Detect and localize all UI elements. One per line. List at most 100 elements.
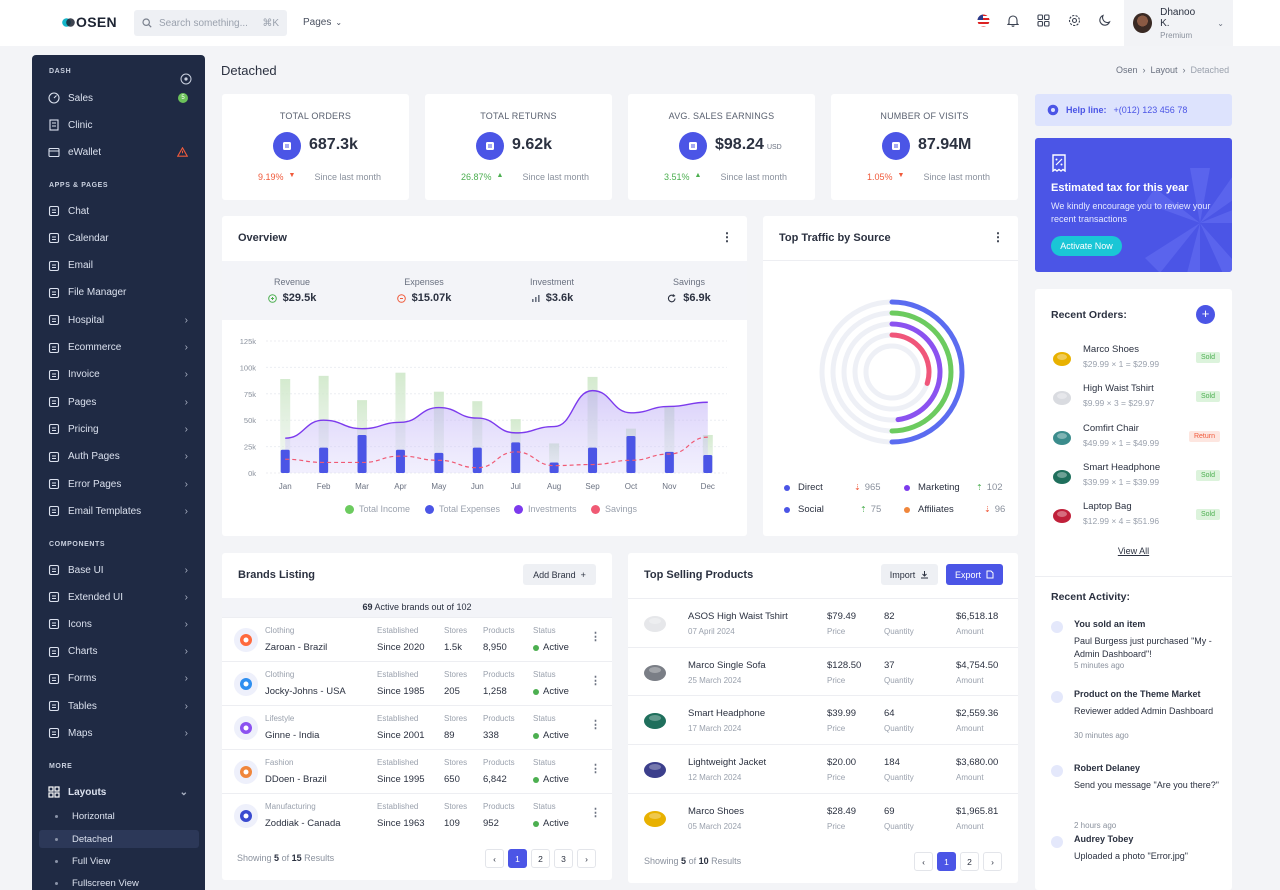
help-line[interactable]: Help line: +(012) 123 456 78	[1035, 94, 1232, 126]
legend-investments[interactable]: Investments	[514, 504, 577, 514]
ring-arc[interactable]	[889, 332, 932, 386]
bell-icon[interactable]	[1007, 14, 1019, 27]
apps-grid-icon[interactable]	[1037, 14, 1050, 27]
bar-total-expenses[interactable]	[434, 452, 444, 473]
ring-arc[interactable]	[889, 321, 943, 423]
table-row[interactable]: Manufacturing Zoddiak - Canada Established…	[222, 793, 612, 837]
pagination-prev[interactable]: ‹	[485, 849, 504, 868]
sidebar-item-file-manager[interactable]: File Manager	[48, 283, 198, 303]
export-button[interactable]: Export	[946, 564, 1003, 585]
pagination-page[interactable]: 1	[508, 849, 527, 868]
bar-total-expenses[interactable]	[588, 447, 598, 473]
bar-total-expenses[interactable]	[511, 442, 521, 473]
sidebar-item-ecommerce[interactable]: Ecommerce ›	[48, 338, 198, 358]
table-row[interactable]: Clothing Zaroan - Brazil Established Since …	[222, 617, 612, 661]
sidebar-item-pages[interactable]: Pages ›	[48, 392, 198, 412]
sidebar-item-maps[interactable]: Maps ›	[48, 723, 198, 743]
bar-total-expenses[interactable]	[549, 462, 559, 473]
more-vertical-icon[interactable]: ⋮	[590, 675, 601, 687]
breadcrumb-item[interactable]: Osen	[1116, 65, 1138, 75]
sidebar-subitem-detached[interactable]: Detached	[39, 830, 199, 848]
pages-menu[interactable]: Pages ⌄	[303, 17, 342, 28]
activate-now-button[interactable]: Activate Now	[1051, 236, 1122, 256]
order-item[interactable]: Marco Shoes $29.99 × 1 = $29.99 Sold	[1051, 344, 1221, 374]
bar-total-expenses[interactable]	[357, 434, 367, 473]
sidebar-item-ewallet[interactable]: eWallet	[48, 142, 198, 162]
table-row[interactable]: ASOS High Waist Tshirt 07 April 2024 $79.4…	[628, 598, 1018, 646]
activity-item[interactable]: Robert Delaney Send you message "Are you …	[1051, 763, 1221, 830]
sidebar-item-calendar[interactable]: Calendar	[48, 228, 198, 248]
sidebar-item-email[interactable]: Email	[48, 256, 198, 276]
import-button[interactable]: Import	[881, 564, 938, 585]
sidebar-item-auth-pages[interactable]: Auth Pages ›	[48, 447, 198, 467]
ring-arc[interactable]	[889, 310, 954, 434]
table-row[interactable]: Marco Shoes 05 March 2024 $28.49 Price 69 Qua…	[628, 792, 1018, 841]
gear-icon[interactable]	[1068, 14, 1081, 27]
bar-total-expenses[interactable]	[703, 455, 713, 473]
order-item[interactable]: Smart Headphone $39.99 × 1 = $39.99 Sold	[1051, 462, 1221, 492]
pagination-next[interactable]: ›	[983, 852, 1002, 871]
activity-item[interactable]: Product on the Theme Market Reviewer adde…	[1051, 689, 1221, 749]
sidebar-item-sales[interactable]: Sales 5	[48, 88, 198, 108]
sidebar-subitem-full-view[interactable]: Full View	[39, 852, 199, 870]
add-brand-button[interactable]: Add Brand +	[523, 564, 596, 585]
pagination-page[interactable]: 3	[554, 849, 573, 868]
view-all-link[interactable]: View All	[1117, 546, 1150, 556]
activity-item[interactable]: You sold an item Paul Burgess just purcha…	[1051, 619, 1221, 679]
legend-total-expenses[interactable]: Total Expenses	[425, 504, 500, 514]
order-item[interactable]: Laptop Bag $12.99 × 4 = $51.96 Sold	[1051, 501, 1221, 531]
user-menu[interactable]: Dhanoo K. Premium ⌄	[1124, 0, 1233, 46]
brand-logo[interactable]: OSEN	[62, 14, 117, 30]
bar-total-expenses[interactable]	[395, 449, 405, 473]
collapse-sidebar-icon[interactable]	[180, 73, 192, 85]
order-item[interactable]: Comfirt Chair $49.99 × 1 = $49.99 Return	[1051, 423, 1221, 453]
sidebar-item-invoice[interactable]: Invoice ›	[48, 365, 198, 385]
more-vertical-icon[interactable]: ⋮	[590, 763, 601, 775]
sidebar-item-pricing[interactable]: Pricing ›	[48, 419, 198, 439]
table-row[interactable]: Clothing Jocky-Johns - USA Established Sinc…	[222, 661, 612, 705]
sidebar-item-hospital[interactable]: Hospital ›	[48, 310, 198, 330]
search-input[interactable]: Search something... ⌘K	[134, 10, 287, 36]
table-row[interactable]: Lifestyle Ginne - India Established Since 2…	[222, 705, 612, 749]
legend-savings[interactable]: Savings	[591, 504, 637, 514]
table-row[interactable]: Smart Headphone 17 March 2024 $39.99 Price 6…	[628, 695, 1018, 743]
sidebar-subitem-fullscreen-view[interactable]: Fullscreen View	[39, 874, 199, 890]
sidebar-item-extended-ui[interactable]: Extended UI ›	[48, 587, 198, 607]
pagination-page[interactable]: 2	[531, 849, 550, 868]
sidebar-item-forms[interactable]: Forms ›	[48, 669, 198, 689]
bar-total-expenses[interactable]	[472, 447, 482, 473]
sidebar-item-chat[interactable]: Chat	[48, 201, 198, 221]
sidebar-item-charts[interactable]: Charts ›	[48, 642, 198, 662]
sidebar-item-layouts[interactable]: Layouts ⌄	[48, 782, 198, 802]
activity-item[interactable]: Audrey Tobey Uploaded a photo "Error.jpg"	[1051, 834, 1221, 890]
ring-arc[interactable]	[889, 299, 965, 445]
pagination-next[interactable]: ›	[577, 849, 596, 868]
legend-total-income[interactable]: Total Income	[345, 504, 410, 514]
sidebar-item-icons[interactable]: Icons ›	[48, 614, 198, 634]
pagination-page[interactable]: 2	[960, 852, 979, 871]
more-vertical-icon[interactable]: ⋮	[590, 807, 601, 819]
more-vertical-icon[interactable]: ⋮	[590, 719, 601, 731]
sidebar-item-clinic[interactable]: Clinic	[48, 115, 198, 135]
table-row[interactable]: Marco Single Sofa 25 March 2024 $128.50 Pri…	[628, 646, 1018, 695]
more-vertical-icon[interactable]: ⋮	[590, 631, 601, 643]
us-flag-icon[interactable]	[977, 14, 990, 27]
breadcrumb-item[interactable]: Layout	[1150, 65, 1178, 75]
bar-total-expenses[interactable]	[280, 449, 290, 473]
line-savings[interactable]	[285, 436, 708, 469]
line-investments[interactable]	[285, 389, 708, 439]
bar-total-expenses[interactable]	[626, 436, 636, 473]
add-order-button[interactable]: +	[1196, 305, 1215, 324]
pagination-prev[interactable]: ‹	[914, 852, 933, 871]
bar-total-expenses[interactable]	[319, 447, 329, 473]
sidebar-item-email-templates[interactable]: Email Templates ›	[48, 501, 198, 521]
moon-icon[interactable]	[1099, 14, 1111, 26]
sidebar-item-tables[interactable]: Tables ›	[48, 696, 198, 716]
sidebar-item-error-pages[interactable]: Error Pages ›	[48, 474, 198, 494]
table-row[interactable]: Fashion DDoen - Brazil Established Since 19…	[222, 749, 612, 793]
sidebar-subitem-horizontal[interactable]: Horizontal	[39, 807, 199, 825]
table-row[interactable]: Lightweight Jacket 12 March 2024 $20.00 Pri…	[628, 744, 1018, 792]
more-vertical-icon[interactable]: ⋮	[721, 230, 733, 244]
order-item[interactable]: High Waist Tshirt $9.99 × 3 = $29.97 Sold	[1051, 383, 1221, 413]
more-vertical-icon[interactable]: ⋮	[992, 230, 1004, 244]
